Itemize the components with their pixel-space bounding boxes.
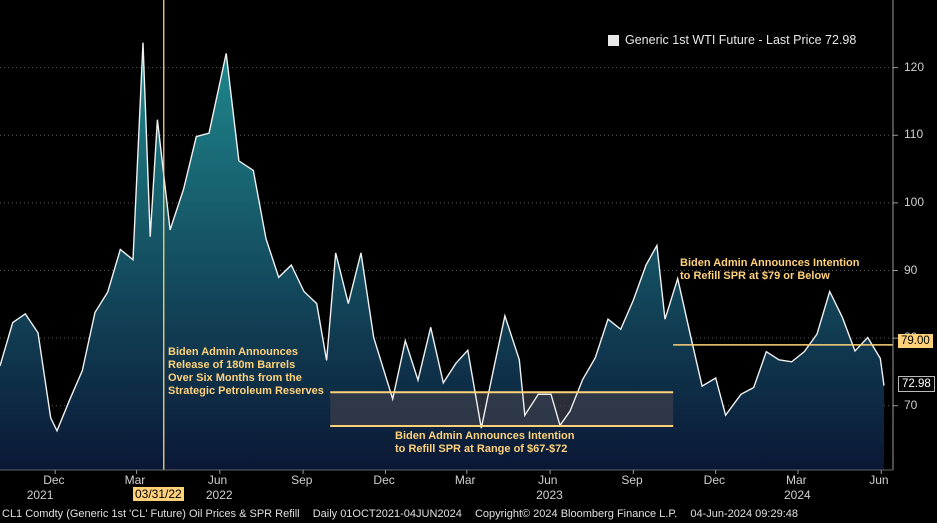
x-year-label: 2024	[784, 488, 811, 502]
refill-79-annotation: Biden Admin Announces Intention to Refil…	[680, 257, 859, 283]
annotation-line: Release of 180m Barrels	[168, 359, 296, 371]
x-tick-label: Sep	[621, 473, 643, 487]
annotation-line: Biden Admin Announces Intention	[395, 430, 575, 442]
x-tick-label: Sep	[291, 473, 313, 487]
x-tick-label: Mar	[454, 473, 476, 487]
x-tick-label: Dec	[43, 473, 65, 487]
annotation-line: Over Six Months from the	[168, 372, 302, 384]
x-tick-label: Jun	[207, 473, 228, 487]
annotation-line: Biden Admin Announces Intention	[680, 257, 860, 269]
x-tick-label: Jun	[538, 473, 558, 487]
annotation-line: to Refill SPR at Range of $67-$72	[395, 443, 568, 455]
price-area-fill	[0, 42, 884, 470]
x-year-label: 2021	[26, 488, 54, 502]
last-price-label: 72.98	[898, 376, 935, 392]
y-tick-label: 110	[904, 127, 924, 142]
refill-range-band	[330, 392, 674, 427]
x-year-label: 2022	[205, 488, 233, 502]
footer-timestamp: 04-Jun-2024 09:29:48	[690, 508, 799, 520]
annotation-line: Biden Admin Announces	[168, 346, 298, 358]
x-tick-label: Dec	[373, 473, 395, 487]
x-tick-label: Mar	[124, 473, 146, 487]
y-tick-label: 90	[904, 262, 918, 277]
release-annotation: Biden Admin Announces Release of 180m Ba…	[168, 346, 324, 398]
x-tick-label: Dec	[703, 473, 725, 487]
legend-label: Generic 1st WTI Future - Last Price 72.9…	[625, 33, 857, 47]
footer-copyright: Copyright© 2024 Bloomberg Finance L.P.	[474, 508, 678, 520]
chart-footer: CL1 Comdty (Generic 1st 'CL' Future) Oil…	[0, 505, 937, 523]
release-date-label: 03/31/22	[133, 487, 184, 501]
y-tick-label: 100	[904, 194, 925, 209]
chart-legend: Generic 1st WTI Future - Last Price 72.9…	[600, 28, 886, 52]
y-tick-label: 70	[904, 397, 918, 412]
refill-79-value-label: 79.00	[898, 334, 933, 348]
x-year-label: 2023	[536, 488, 563, 502]
price-line	[0, 42, 885, 433]
y-tick-label: 120	[904, 59, 925, 74]
footer-ticker: CL1 Comdty (Generic 1st 'CL' Future) Oil…	[2, 508, 300, 520]
axis-ticks	[54, 67, 898, 474]
refill-range-annotation: Biden Admin Announces Intention to Refil…	[395, 430, 574, 456]
x-tick-label: Jun	[869, 473, 889, 487]
annotation-line: Strategic Petroleum Reserves	[168, 385, 324, 397]
x-tick-label: Mar	[786, 473, 807, 487]
legend-swatch	[608, 34, 619, 46]
annotation-line: to Refill SPR at $79 or Below	[680, 270, 830, 282]
footer-period: Daily 01OCT2021-04JUN2024	[312, 508, 462, 520]
